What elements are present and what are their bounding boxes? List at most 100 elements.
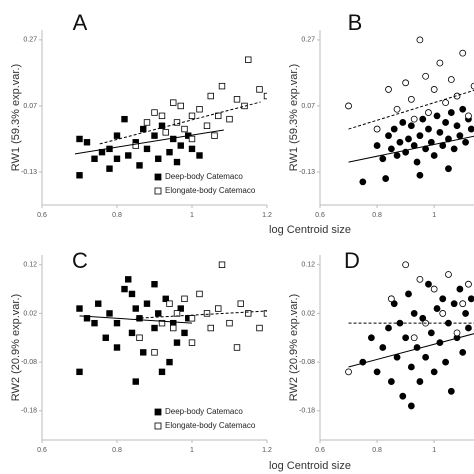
- point: [407, 122, 415, 130]
- point: [143, 300, 151, 307]
- point: [203, 122, 211, 129]
- point: [76, 305, 83, 312]
- legend-swatch: [154, 173, 162, 181]
- y-tick-label: -0.08: [21, 359, 37, 366]
- point: [465, 324, 472, 332]
- point: [143, 119, 151, 126]
- point: [125, 276, 132, 283]
- point: [405, 290, 412, 298]
- point: [245, 310, 252, 317]
- y-tick-label: 0.12: [301, 262, 315, 269]
- plot-area: [76, 261, 267, 385]
- legend-label: Elongate-body Catemaco: [165, 186, 256, 195]
- point: [385, 324, 392, 332]
- point: [410, 334, 418, 342]
- point: [233, 344, 241, 351]
- x-tick-label: 1.2: [262, 212, 272, 219]
- point: [447, 387, 455, 395]
- y-tick-label: 0.02: [23, 310, 37, 317]
- point: [151, 109, 158, 116]
- point: [158, 122, 166, 129]
- point: [128, 329, 136, 337]
- point: [207, 324, 214, 332]
- point: [196, 106, 203, 113]
- point: [447, 109, 455, 116]
- point: [188, 315, 196, 322]
- trend-line: [74, 129, 224, 155]
- point: [379, 155, 387, 163]
- point: [379, 344, 387, 351]
- point: [373, 368, 381, 376]
- point: [263, 310, 267, 317]
- panel-label: D: [344, 248, 360, 273]
- point: [459, 105, 467, 113]
- point: [113, 132, 121, 139]
- point: [442, 99, 450, 107]
- x-tick-label: 1: [190, 212, 194, 219]
- x-tick-label: 0.6: [37, 447, 47, 454]
- point: [459, 348, 467, 356]
- plot-area: [345, 36, 474, 186]
- point: [173, 119, 181, 126]
- point: [237, 300, 244, 307]
- point: [158, 112, 166, 120]
- point: [462, 310, 469, 317]
- point: [450, 145, 458, 153]
- trend-line: [348, 333, 474, 368]
- point: [430, 152, 438, 159]
- x-tick-label: 0.8: [372, 447, 382, 454]
- x-tick-label: 1: [432, 447, 436, 454]
- point: [399, 119, 407, 126]
- point: [445, 165, 452, 173]
- point: [405, 135, 412, 143]
- point: [95, 300, 102, 307]
- trend-line: [79, 315, 193, 324]
- point: [385, 132, 392, 140]
- point: [166, 148, 173, 156]
- y-tick-label: 0.07: [23, 103, 37, 110]
- point: [170, 135, 177, 143]
- point: [470, 82, 474, 90]
- y-tick-label: 0.12: [23, 262, 37, 269]
- point: [436, 59, 444, 67]
- point: [359, 178, 367, 186]
- point: [140, 349, 147, 356]
- point: [177, 102, 184, 110]
- point: [151, 349, 158, 356]
- x-tick-label: 1: [432, 212, 436, 219]
- point: [181, 329, 188, 337]
- point: [207, 92, 214, 100]
- point: [433, 112, 441, 120]
- point: [416, 36, 424, 44]
- point: [450, 300, 458, 308]
- point: [402, 79, 410, 87]
- point: [173, 158, 181, 166]
- point: [410, 310, 418, 317]
- point: [433, 305, 441, 312]
- point: [91, 319, 98, 327]
- point: [462, 138, 469, 146]
- point: [113, 155, 121, 162]
- point: [140, 125, 147, 133]
- point: [416, 275, 424, 283]
- point: [166, 300, 173, 307]
- point: [445, 271, 452, 278]
- plot-area: [74, 56, 267, 179]
- y-axis-label: RW1 (59.3% exp.var.): [288, 64, 300, 171]
- point: [128, 290, 136, 298]
- x-axis-label: log Centroid size: [269, 224, 351, 236]
- x-tick-label: 1.2: [262, 447, 272, 454]
- point: [181, 295, 188, 303]
- point: [436, 128, 444, 136]
- x-tick-label: 0.8: [112, 212, 122, 219]
- point: [173, 310, 181, 317]
- point: [121, 115, 128, 123]
- point: [162, 295, 169, 303]
- point: [416, 171, 424, 179]
- point: [439, 295, 447, 303]
- point: [425, 109, 432, 116]
- y-tick-label: -0.08: [299, 359, 315, 366]
- point: [177, 305, 184, 312]
- point: [158, 319, 166, 327]
